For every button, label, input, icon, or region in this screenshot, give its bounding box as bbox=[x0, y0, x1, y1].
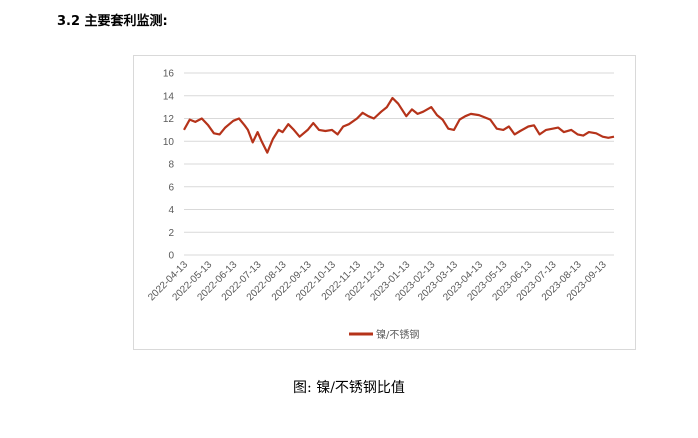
series-lines bbox=[183, 96, 615, 154]
y-tick-label: 12 bbox=[163, 114, 175, 125]
y-axis-tick-labels: 0 2 4 6 8 10 12 14 16 bbox=[163, 69, 175, 262]
chart-svg: 0 2 4 6 8 10 12 14 16 2022-04-132022-05-132022-0… bbox=[146, 69, 615, 341]
y-tick-label: 0 bbox=[168, 251, 174, 262]
chart-area: 0 2 4 6 8 10 12 14 16 2022-04-13 2022-05-13 2022-0… bbox=[133, 55, 636, 350]
y-tick-label: 4 bbox=[168, 205, 174, 216]
legend: 镍/不锈钢 bbox=[349, 328, 419, 341]
section-heading: 3.2 主要套利监测: bbox=[57, 14, 168, 29]
gridlines bbox=[184, 72, 614, 256]
figure-caption: 图: 镍/不锈钢比值 bbox=[293, 380, 405, 396]
y-tick-label: 6 bbox=[168, 182, 174, 193]
series-line bbox=[183, 96, 615, 154]
y-tick-label: 14 bbox=[163, 91, 175, 102]
y-tick-label: 2 bbox=[168, 228, 174, 239]
y-tick-label: 10 bbox=[163, 137, 175, 148]
y-tick-label: 8 bbox=[168, 160, 174, 171]
x-axis-tick-labels: 2022-04-132022-05-132022-06-132022-07-13… bbox=[146, 259, 609, 303]
y-tick-label: 16 bbox=[163, 69, 175, 80]
legend-label-series: 镍/不锈钢 bbox=[376, 328, 419, 341]
